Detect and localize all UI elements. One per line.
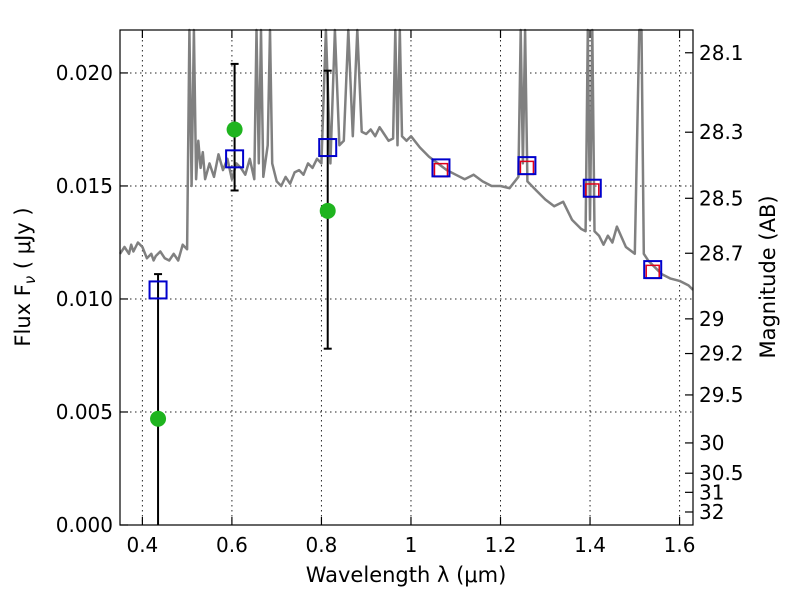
model-point [431,158,451,178]
y2-tick-label: 29.5 [699,383,744,407]
x-tick-label: 1.6 [664,533,696,557]
y-tick-label: 0.015 [56,174,113,198]
x-axis-ticks: 0.4 0.6 0.8 1 1.2 1.4 1.6 [126,30,695,557]
y2-tick-label: 28.3 [699,120,744,144]
observed-point [319,202,336,219]
model-point-inner [585,183,600,198]
x-tick-label: 1 [405,533,418,557]
y2-tick-label: 28.7 [699,241,744,265]
model-point [148,280,168,300]
y-axis-label-subscript: ν [21,276,39,284]
y-tick-label: 0.005 [56,400,113,424]
x-tick-label: 0.8 [306,533,338,557]
x-tick-label: 1.4 [574,533,606,557]
y-tick-label: 0.010 [56,287,113,311]
y2-tick-label: 28.1 [699,41,744,65]
observed-point [226,121,243,138]
y-axis-label-main: Flux F [11,284,35,346]
y2-tick-label: 29 [699,307,724,331]
y2-tick-label: 32 [699,500,724,524]
y2-tick-label: 30 [699,431,724,455]
plot-frame [119,29,694,526]
y-axis-ticks: 0.000 0.005 0.010 0.015 0.020 [56,61,128,537]
model-spectrum [118,28,694,291]
error-bars [154,62,332,525]
model-point [582,178,602,198]
model-point [517,156,537,176]
x-axis-label: Wavelength λ (μm) [306,563,507,587]
observed-point [150,410,167,427]
y2-tick-label: 31 [699,480,724,504]
model-point [225,149,245,169]
y2-tick-label: 29.2 [699,342,744,366]
y-tick-label: 0.020 [56,61,113,85]
spectrum-line [118,28,694,291]
y2-tick-label: 28.5 [699,186,744,210]
model-point [643,260,663,280]
model-point-inner [645,264,660,280]
photometry-points [148,121,663,427]
y-tick-label: 0.000 [56,513,113,537]
y-axis-label: Flux Fν ( μJy ) [11,207,39,346]
model-point [318,138,338,158]
y2-axis-label: Magnitude (AB) [756,195,780,358]
x-tick-label: 1.2 [485,533,517,557]
x-tick-label: 0.6 [216,533,248,557]
grid [120,30,693,526]
y2-tick-label: 30.5 [699,461,744,485]
x-tick-label: 0.4 [126,533,158,557]
y-axis-label-units: ( μJy ) [11,207,35,275]
